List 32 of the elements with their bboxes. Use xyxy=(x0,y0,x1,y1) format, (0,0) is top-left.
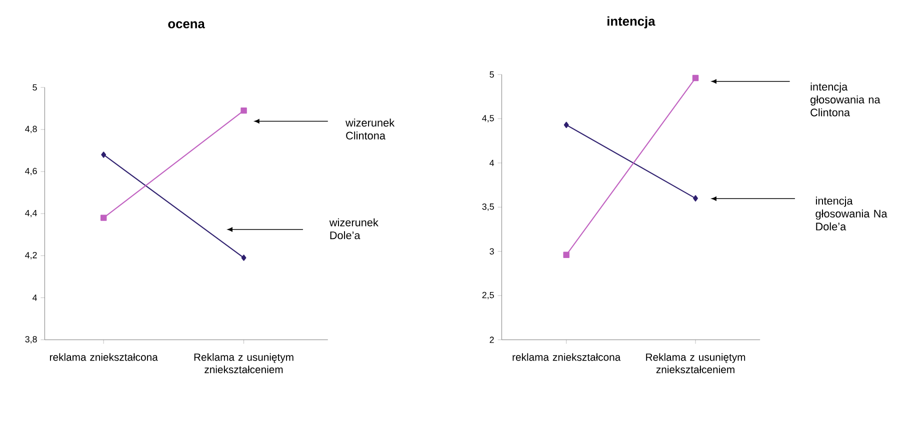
x-tick-label: Reklama z usuniętym zniekształceniem xyxy=(194,353,294,374)
x-tick-label: reklama zniekształcona xyxy=(512,353,621,361)
chart-title: ocena xyxy=(168,21,205,28)
y-tick-label: 4 xyxy=(490,160,494,166)
y-tick-label: 4 xyxy=(32,294,37,301)
y-tick-label: 4,2 xyxy=(25,252,37,260)
point xyxy=(100,214,107,221)
text: intencja głosowania Na Dole’a xyxy=(816,196,888,230)
y-tick-label: 4,8 xyxy=(25,126,37,134)
y-tick-label: 2 xyxy=(490,336,494,343)
x-tick-label: reklama zniekształcona xyxy=(50,353,158,361)
text: wizerunek Clintona xyxy=(346,118,395,140)
y-tick-label: 3,8 xyxy=(25,336,37,344)
y-tick-label: 3 xyxy=(490,248,494,254)
y-tick-label: 3,5 xyxy=(482,203,494,211)
point xyxy=(241,254,246,261)
x-tick-label: Reklama z usuniętym zniekształceniem xyxy=(646,353,746,374)
chart-title: intencja xyxy=(608,16,656,28)
text: wizerunek Dole’a xyxy=(329,218,378,240)
point xyxy=(564,122,569,128)
point xyxy=(240,107,247,114)
point xyxy=(693,195,698,202)
point xyxy=(101,151,106,158)
point xyxy=(563,252,570,258)
text: intencja głosowania na Clintona xyxy=(810,82,880,116)
y-tick-label: 4,5 xyxy=(482,114,494,122)
y-tick-label: 2,5 xyxy=(482,292,494,300)
y-tick-label: 4,4 xyxy=(25,210,37,218)
y-tick-label: 5 xyxy=(490,71,494,78)
y-tick-label: 5 xyxy=(32,84,37,90)
y-tick-label: 4,6 xyxy=(25,168,37,176)
point xyxy=(692,74,699,82)
